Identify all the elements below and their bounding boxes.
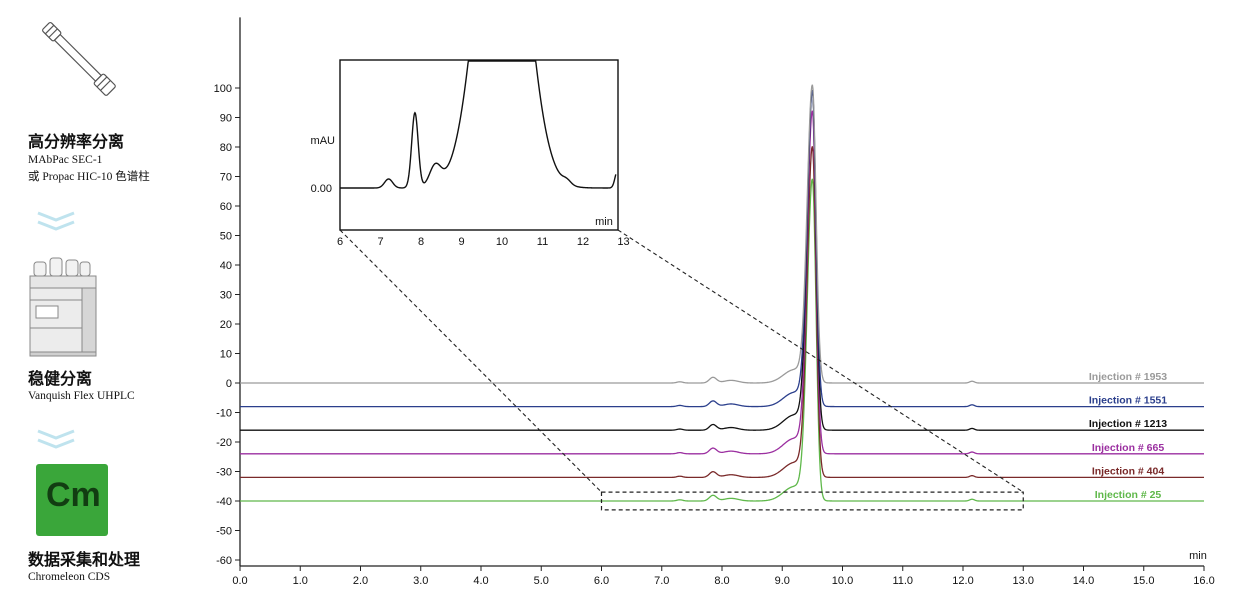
x-tick-label: 5.0 — [534, 575, 549, 587]
step1-title: 高分辨率分离 — [28, 132, 125, 151]
main-traces — [240, 84, 1204, 502]
inset-x-axis-label: min — [595, 216, 613, 228]
x-tick-label: 6.0 — [594, 575, 609, 587]
chevron-down-icon — [37, 211, 75, 231]
uhplc-instrument-icon — [29, 257, 97, 357]
chevron-down-icon — [37, 429, 75, 449]
x-tick-label: 14.0 — [1073, 575, 1094, 587]
y-tick-label: -40 — [216, 496, 232, 508]
x-tick-label: 10.0 — [832, 575, 853, 587]
inset-x-tick-label: 7 — [377, 236, 383, 248]
y-tick-label: 70 — [220, 172, 232, 184]
inset-y-axis-label: mAU — [311, 135, 336, 147]
y-tick-label: -10 — [216, 408, 232, 420]
zoom-connector — [339, 229, 602, 493]
main-axes: 1009080706050403020100-10-20-30-40-50-60… — [214, 17, 1215, 587]
series-line — [240, 90, 1204, 408]
y-tick-label: -50 — [216, 526, 232, 538]
legend-label: Injection # 404 — [1092, 465, 1165, 477]
series-line — [240, 146, 1204, 479]
y-tick-label: 60 — [220, 201, 232, 213]
x-tick-label: 0.0 — [232, 575, 247, 587]
legend-label: Injection # 1551 — [1089, 395, 1167, 407]
x-tick-label: 16.0 — [1193, 575, 1214, 587]
x-tick-label: 13.0 — [1013, 575, 1034, 587]
x-tick-label: 11.0 — [892, 575, 913, 587]
y-tick-label: 30 — [220, 290, 232, 302]
y-tick-label: -20 — [216, 437, 232, 449]
x-tick-label: 2.0 — [353, 575, 368, 587]
step3-title: 数据采集和处理 — [28, 550, 141, 569]
inset-x-tick-label: 12 — [577, 236, 589, 248]
y-tick-label: 90 — [220, 113, 232, 125]
inset-x-tick-label: 6 — [337, 236, 343, 248]
series-line — [240, 110, 1204, 455]
x-tick-label: 9.0 — [775, 575, 790, 587]
y-tick-label: 100 — [214, 83, 232, 95]
series-line — [240, 178, 1204, 502]
step1-line2: 或 Propac HIC-10 色谱柱 — [28, 171, 150, 183]
y-tick-label: -60 — [216, 555, 232, 567]
chromeleon-logo-text: Cm — [46, 476, 101, 514]
inset-y-tick-label: 0.00 — [311, 183, 332, 195]
y-tick-label: 40 — [220, 260, 232, 272]
zoom-region — [600, 491, 1024, 511]
y-tick-label: 50 — [220, 231, 232, 243]
legend-label: Injection # 665 — [1092, 442, 1165, 454]
chromeleon-logo-icon: Cm — [36, 464, 108, 536]
x-axis-label: min — [1189, 550, 1207, 562]
x-tick-label: 1.0 — [293, 575, 308, 587]
inset-x-tick-label: 10 — [496, 236, 508, 248]
x-tick-label: 4.0 — [473, 575, 488, 587]
x-tick-label: 7.0 — [654, 575, 669, 587]
step2-line1: Vanquish Flex UHPLC — [28, 390, 135, 402]
step2-title: 稳健分离 — [28, 369, 93, 388]
y-tick-label: 80 — [220, 142, 232, 154]
inset-trace — [340, 60, 617, 189]
legend-label: Injection # 25 — [1095, 489, 1162, 501]
y-tick-label: -30 — [216, 467, 232, 479]
step1-line1: MAbPac SEC-1 — [28, 154, 103, 166]
legend-label: Injection # 1953 — [1089, 371, 1167, 383]
series-line — [240, 84, 1204, 384]
x-tick-label: 8.0 — [714, 575, 729, 587]
inset-x-tick-label: 13 — [617, 236, 629, 248]
inset-chart: 6 7 8 9 10 11 12 13 mAU 0.00 min — [311, 59, 1024, 493]
x-tick-label: 12.0 — [952, 575, 973, 587]
series-line — [240, 89, 1204, 431]
zoom-connector — [617, 229, 1024, 493]
zoom-box — [600, 491, 1024, 511]
legend: Injection # 1953 Injection # 1551 Injectio… — [1089, 371, 1167, 501]
y-tick-label: 0 — [226, 378, 232, 390]
inset-x-tick-label: 9 — [458, 236, 464, 248]
hplc-column-icon — [42, 22, 116, 96]
step3-line1: Chromeleon CDS — [28, 571, 111, 583]
legend-label: Injection # 1213 — [1089, 418, 1167, 430]
inset-x-tick-label: 8 — [418, 236, 424, 248]
y-tick-label: 20 — [220, 319, 232, 331]
x-tick-label: 3.0 — [413, 575, 428, 587]
inset-x-tick-label: 11 — [537, 236, 548, 248]
x-tick-label: 15.0 — [1133, 575, 1154, 587]
workflow-panel: 高分辨率分离 MAbPac SEC-1 或 Propac HIC-10 色谱柱 … — [0, 0, 230, 608]
y-tick-label: 10 — [220, 349, 232, 361]
inset-frame — [339, 59, 619, 231]
